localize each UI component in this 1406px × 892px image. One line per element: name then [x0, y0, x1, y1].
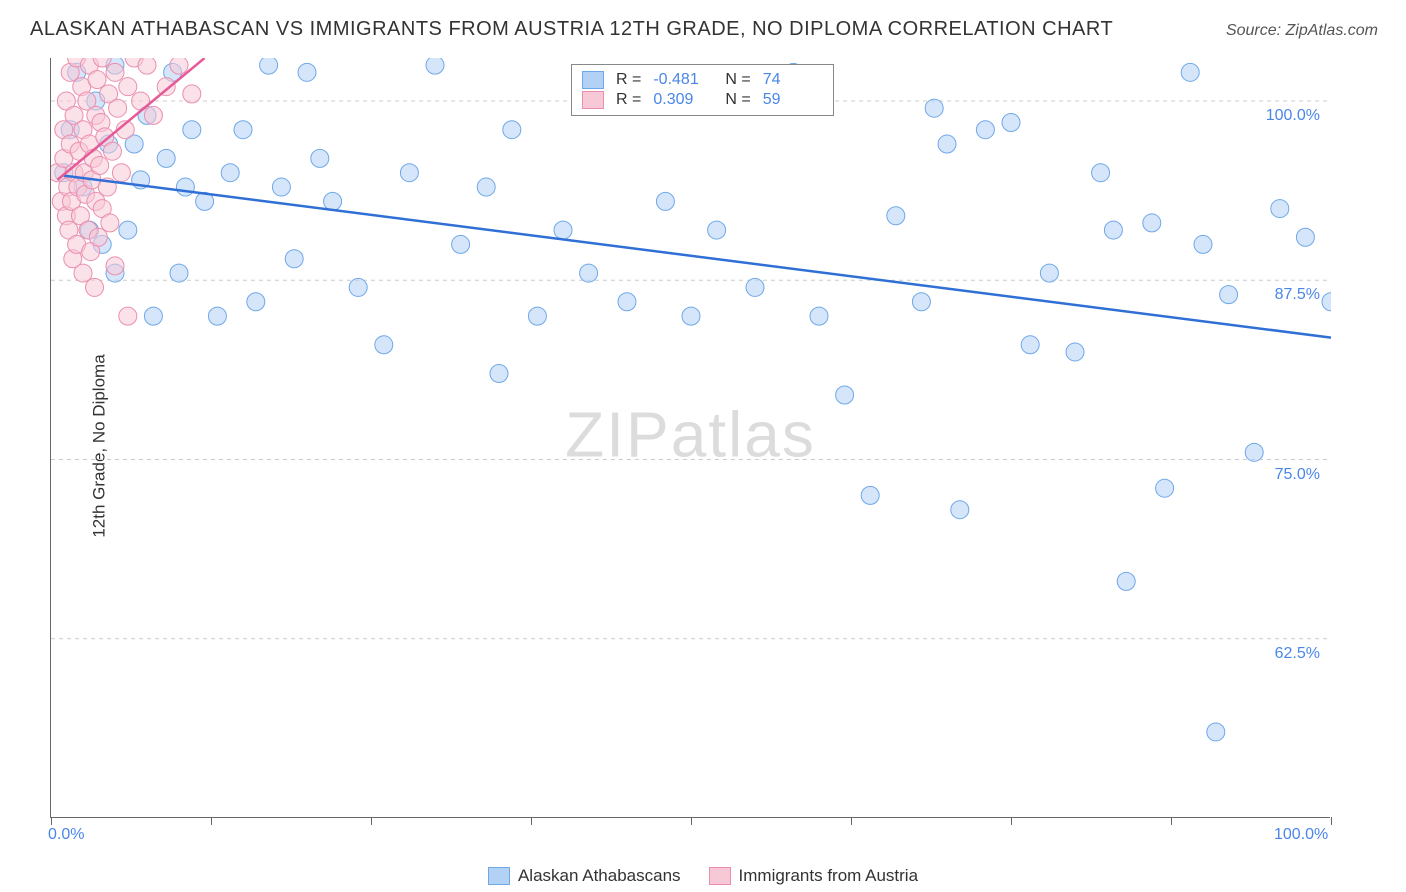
xtick-label: 0.0%: [48, 826, 84, 844]
xtick-mark: [371, 817, 372, 825]
n-label-0: N =: [725, 71, 750, 89]
legend-bottom-swatch-0: [488, 867, 510, 885]
xtick-mark: [1171, 817, 1172, 825]
n-value-1: 59: [763, 91, 823, 109]
xtick-mark: [1331, 817, 1332, 825]
xtick-mark: [211, 817, 212, 825]
r-label-0: R =: [616, 71, 641, 89]
plot-area: ZIPatlas R = -0.481 N = 74 R = 0.309 N =…: [50, 58, 1330, 818]
legend-swatch-1: [582, 91, 604, 109]
series-legend: Alaskan Athabascans Immigrants from Aust…: [0, 866, 1406, 886]
ytick-label: 87.5%: [1275, 286, 1320, 304]
xtick-mark: [1011, 817, 1012, 825]
correlation-legend: R = -0.481 N = 74 R = 0.309 N = 59: [571, 64, 834, 116]
r-value-0: -0.481: [653, 71, 713, 89]
ytick-label: 75.0%: [1275, 466, 1320, 484]
legend-bottom-label-1: Immigrants from Austria: [739, 866, 919, 886]
xtick-mark: [531, 817, 532, 825]
n-label-1: N =: [725, 91, 750, 109]
legend-row-0: R = -0.481 N = 74: [582, 71, 823, 89]
xtick-mark: [691, 817, 692, 825]
r-value-1: 0.309: [653, 91, 713, 109]
xtick-mark: [851, 817, 852, 825]
source-label: Source: ZipAtlas.com: [1226, 22, 1378, 40]
legend-item-1: Immigrants from Austria: [709, 866, 919, 886]
xtick-label: 100.0%: [1274, 826, 1328, 844]
r-label-1: R =: [616, 91, 641, 109]
legend-item-0: Alaskan Athabascans: [488, 866, 681, 886]
ytick-label: 62.5%: [1275, 645, 1320, 663]
legend-bottom-swatch-1: [709, 867, 731, 885]
chart-title: ALASKAN ATHABASCAN VS IMMIGRANTS FROM AU…: [30, 18, 1113, 41]
legend-bottom-label-0: Alaskan Athabascans: [518, 866, 681, 886]
legend-swatch-0: [582, 71, 604, 89]
legend-row-1: R = 0.309 N = 59: [582, 91, 823, 109]
ytick-label: 100.0%: [1266, 107, 1320, 125]
xtick-mark: [51, 817, 52, 825]
n-value-0: 74: [763, 71, 823, 89]
chart-container: ALASKAN ATHABASCAN VS IMMIGRANTS FROM AU…: [0, 0, 1406, 892]
plot-svg: [51, 58, 1331, 818]
